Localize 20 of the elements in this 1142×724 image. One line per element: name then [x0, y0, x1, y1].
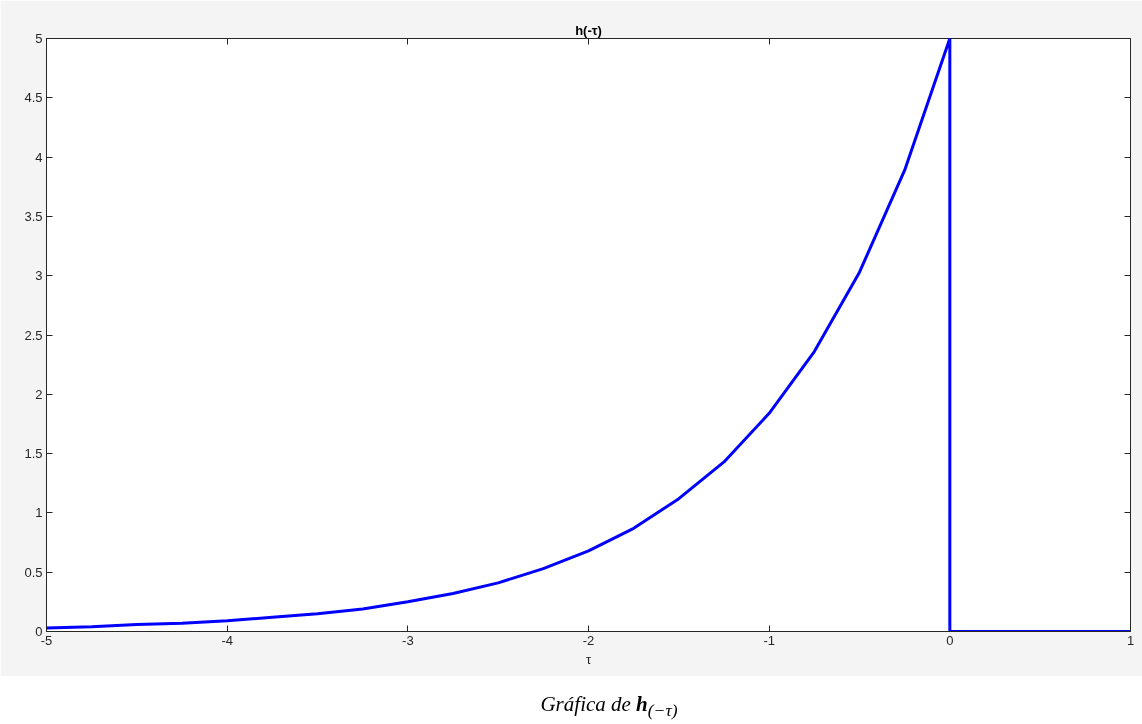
x-axis-title: τ: [585, 651, 592, 667]
y-tick-label: 3: [35, 268, 43, 284]
chart-title: h(-τ): [575, 22, 602, 38]
y-tick-label: 2: [35, 386, 43, 402]
y-tick-label: 3.5: [24, 208, 43, 224]
line-series: [46, 38, 1131, 632]
text: Gráfica de h$_{(−τ)}$: [540, 691, 678, 723]
y-tick-label: 1.5: [24, 446, 43, 462]
x-tick-label: -2: [582, 632, 595, 648]
y-tick-label: 1: [35, 505, 43, 521]
y-tick-label: 4.5: [24, 90, 43, 106]
x-tick-label: -1: [763, 632, 775, 648]
y-tick-label: 5: [35, 31, 43, 46]
y-tick-label: 0.5: [24, 564, 43, 580]
x-tick-label: 1: [1126, 632, 1135, 648]
y-tick-label: 2.5: [24, 327, 43, 343]
x-tick-label: 0: [946, 632, 954, 648]
x-tick-label: -3: [402, 632, 414, 648]
y-tick-label: 4: [35, 149, 43, 165]
x-tick-label: -4: [221, 632, 233, 648]
